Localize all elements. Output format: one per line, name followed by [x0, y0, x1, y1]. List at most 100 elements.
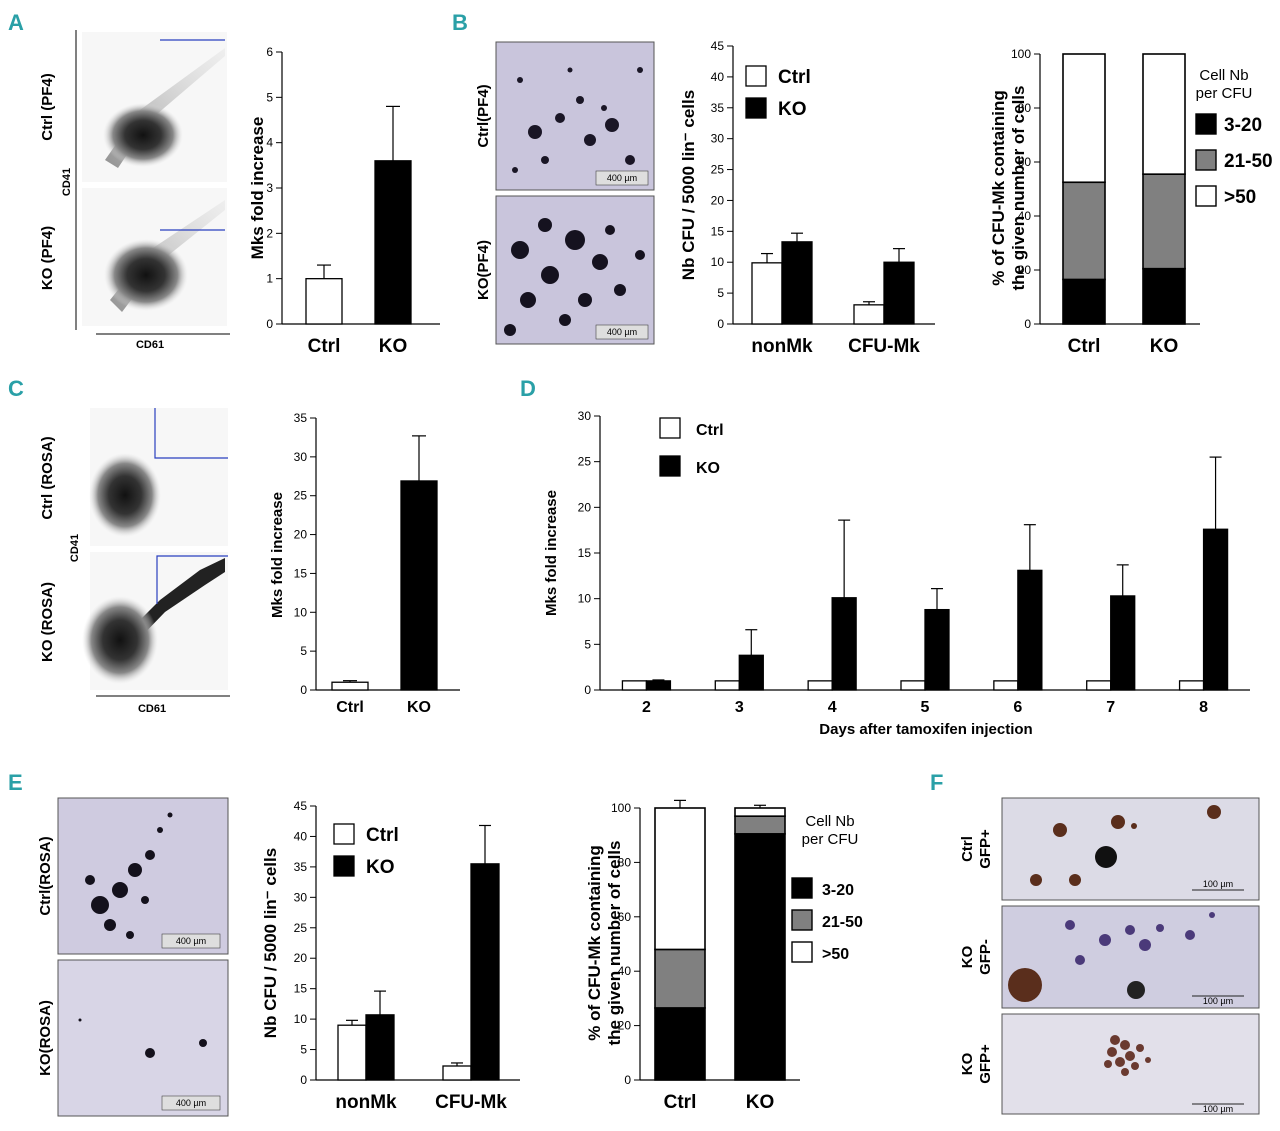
chart-b-cfu-counts: 0 5 10 15 20 25 30 35 40 45 Nb CFU / 5000 lin⁻ cel…: [679, 39, 935, 357]
y-tick-label: 60: [1018, 155, 1032, 169]
y-tick-label: 4: [266, 136, 273, 150]
legend-label-ctrl: Ctrl: [778, 67, 811, 88]
stack-segment-ko: [734, 833, 786, 1081]
micro-b-top-scalebar: [595, 170, 649, 186]
y-tick-label: 80: [618, 855, 632, 869]
legend-swatch-ko: [659, 455, 681, 477]
bar-ctrl-8: [1178, 680, 1205, 691]
y-tick-label: 0: [1024, 317, 1031, 331]
stack-segment-ko: [1142, 173, 1186, 270]
bar-ko: [374, 160, 412, 325]
x-category-label: 5: [921, 699, 930, 716]
y-tick-label: 100: [1011, 47, 1031, 61]
y-tick-label: 0: [300, 1073, 307, 1087]
bar-ctrl-5: [900, 680, 926, 691]
x-category-label: nonMk: [751, 336, 813, 357]
y-tick-label: 15: [294, 566, 308, 580]
legend-title-line: Cell Nb: [805, 813, 854, 830]
y-tick-label: 0: [300, 683, 307, 697]
y-tick-label: 45: [294, 799, 308, 813]
flow-density-c-bottom: [82, 596, 158, 684]
legend-label-ko: KO: [778, 99, 807, 120]
micro-panel-e: 400 µm 400 µm Ctrl(ROSA) KO(ROSA): [37, 797, 229, 1117]
y-tick-label: 25: [294, 921, 308, 935]
y-tick-label: 2: [266, 226, 273, 240]
y-tick-label: 20: [618, 1019, 632, 1033]
x-category-label: CFU-Mk: [848, 336, 920, 357]
y-tick-label: 35: [294, 860, 308, 874]
y-tick-label: 6: [266, 45, 273, 59]
legend-label: 21-50: [1224, 151, 1273, 172]
legend-swatch: [791, 909, 813, 931]
bar-ctrl-7: [1086, 680, 1112, 691]
y-tick-label: 25: [294, 489, 308, 503]
gate-c-bottom: [156, 555, 228, 604]
legend-label: >50: [822, 946, 849, 963]
y-tick-label: 35: [294, 411, 308, 425]
y-tick-label: 80: [1018, 101, 1032, 115]
y-tick-label: 25: [711, 163, 725, 177]
legend-swatch-ctrl: [745, 65, 767, 87]
chart-c-fold-increase: 0 5 10 15 20 25 30 35 Mks fold increase Ctrl KO: [269, 411, 460, 716]
bar-ko-nonmk: [365, 1014, 395, 1081]
y-tick-label: 1: [266, 272, 273, 286]
bar-ko-4: [831, 597, 857, 691]
x-category-label: 7: [1106, 699, 1115, 716]
x-category-label: 4: [828, 699, 837, 716]
legend-label: 3-20: [1224, 115, 1262, 136]
x-category-label: 3: [735, 699, 744, 716]
y-tick-label: 0: [266, 317, 273, 331]
flow-axis-a-y-label: CD41: [61, 168, 73, 196]
micro-b-top-scale: 400 µm: [607, 173, 637, 183]
x-category-label: Ctrl: [1068, 336, 1101, 357]
bar-ko-8: [1202, 528, 1229, 691]
micro-e-bottom: [57, 959, 229, 1117]
bar-ko-2: [645, 680, 672, 691]
y-tick-label: 30: [578, 409, 592, 423]
gate-c-top: [154, 408, 228, 459]
y-tick-label: 0: [717, 317, 724, 331]
micro-f-3-label: KOGFP+: [959, 1044, 994, 1084]
bar-ctrl-2: [621, 680, 648, 691]
micro-f-3: [1001, 1013, 1260, 1115]
y-axis-title: Mks fold increase: [543, 490, 560, 616]
stack-segment-ctrl: [1062, 278, 1106, 325]
y-tick-label: 40: [1018, 209, 1032, 223]
x-axis-title: Days after tamoxifen injection: [819, 721, 1032, 738]
micro-b-bottom-scalebar: [595, 324, 649, 340]
x-category-label: KO: [407, 699, 431, 716]
y-tick-label: 35: [711, 101, 725, 115]
y-tick-label: 10: [711, 255, 725, 269]
legend-label: 21-50: [822, 914, 863, 931]
stack-segment-ctrl: [1062, 53, 1106, 184]
micro-e-top-scale: 400 µm: [176, 936, 206, 946]
micro-e-bottom-colonies: [78, 1018, 207, 1058]
y-tick-label: 5: [300, 1043, 307, 1057]
bar-ko-6: [1017, 569, 1043, 691]
y-tick-label: 100: [611, 801, 631, 815]
bar-ctrl-6: [993, 680, 1019, 691]
micro-panel-f: 100 µm 100 µm 100 µm CtrlGFP+ KOGFP- KOG…: [959, 797, 1260, 1115]
x-category-label: KO: [746, 1092, 775, 1113]
legend-label-ko: KO: [696, 460, 720, 477]
micro-b-top: [495, 41, 655, 191]
legend-label: >50: [1224, 187, 1256, 208]
legend-swatch: [791, 877, 813, 899]
legend-title-line: per CFU: [1196, 85, 1253, 102]
legend-label-ctrl: Ctrl: [366, 825, 399, 846]
legend-swatch: [1195, 149, 1217, 171]
stack-segment-ctrl: [1062, 181, 1106, 281]
y-tick-label: 45: [711, 39, 725, 53]
micro-f-1-scale: 100 µm: [1203, 879, 1233, 889]
chart-e-cfu-size-distribution: 0 20 40 60 80 100 % of CFU-Mk containing the gi…: [585, 799, 863, 1113]
flow-density-c-top: [89, 453, 161, 537]
bar-ko-cfu-mk: [470, 863, 500, 1081]
legend-label: 3-20: [822, 882, 854, 899]
flow-label-c-top: Ctrl (ROSA): [39, 436, 56, 519]
legend-swatch-ko: [333, 855, 355, 877]
micro-b-bottom-colonies: [504, 218, 645, 336]
legend-label-ctrl: Ctrl: [696, 422, 724, 439]
chart-a-fold-increase: 0 1 2 3 4 5 6 Mks fold increase Ctrl KO: [248, 45, 440, 357]
